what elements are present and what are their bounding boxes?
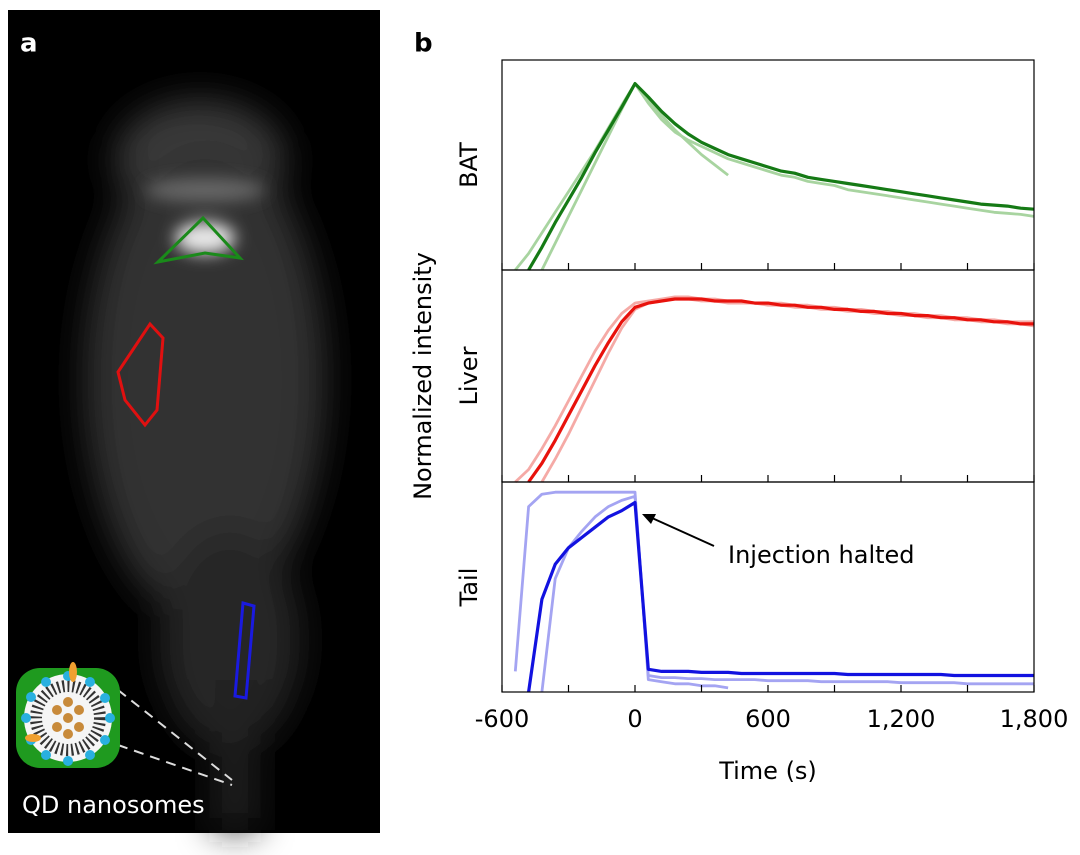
x-tick-label: 1,800 bbox=[1000, 705, 1069, 733]
data-line bbox=[540, 297, 1035, 483]
data-line bbox=[514, 295, 1034, 484]
annotation-text: Injection halted bbox=[728, 541, 915, 569]
data-line bbox=[527, 82, 1035, 271]
panel-label: b bbox=[414, 29, 433, 59]
panel-y-label: Liver bbox=[455, 346, 483, 405]
data-line bbox=[540, 494, 1034, 693]
x-tick-label: -600 bbox=[475, 705, 529, 733]
image-caption: QD nanosomes bbox=[22, 791, 205, 819]
data-line bbox=[513, 490, 729, 690]
x-tick-label: 0 bbox=[627, 705, 642, 733]
liver-roi bbox=[116, 321, 165, 428]
data-line bbox=[527, 297, 1034, 483]
tail-roi bbox=[233, 601, 256, 700]
y-axis-label: Normalized intensity bbox=[409, 252, 437, 500]
panel-y-label: BAT bbox=[455, 142, 483, 188]
annotation-arrow bbox=[651, 517, 715, 547]
panel-label: a bbox=[20, 29, 38, 59]
nanosome-illustration bbox=[16, 662, 233, 786]
plot-frame bbox=[501, 59, 1035, 271]
panel-y-label: Tail bbox=[455, 568, 483, 608]
data-line bbox=[527, 500, 1034, 693]
annotation: Injection halted bbox=[642, 514, 915, 569]
data-line bbox=[540, 82, 1035, 271]
photo-panel: QD nanosomes a bbox=[8, 10, 380, 833]
bat-roi bbox=[153, 215, 244, 265]
plot-frame bbox=[501, 481, 1035, 693]
x-axis-label: Time (s) bbox=[718, 757, 817, 785]
x-tick-label: 1,200 bbox=[867, 705, 936, 733]
annotation-arrowhead bbox=[642, 514, 656, 524]
x-tick-label: 600 bbox=[745, 705, 791, 733]
